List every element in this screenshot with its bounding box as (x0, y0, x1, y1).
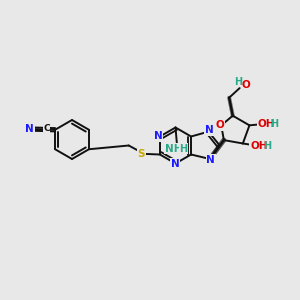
Text: N: N (170, 159, 179, 169)
Text: O: O (215, 120, 224, 130)
Text: O: O (242, 80, 250, 90)
Text: S: S (138, 148, 145, 159)
Text: H: H (179, 143, 188, 154)
Text: H: H (234, 76, 242, 86)
Text: C: C (44, 124, 50, 133)
Text: N: N (25, 124, 34, 134)
Text: N: N (205, 125, 214, 135)
Text: H: H (263, 141, 271, 151)
Text: N: N (206, 155, 215, 165)
Text: OH: OH (250, 141, 268, 151)
Text: N: N (154, 131, 163, 141)
Text: NH: NH (165, 143, 182, 154)
Text: H: H (271, 118, 279, 128)
Text: OH: OH (258, 118, 275, 128)
